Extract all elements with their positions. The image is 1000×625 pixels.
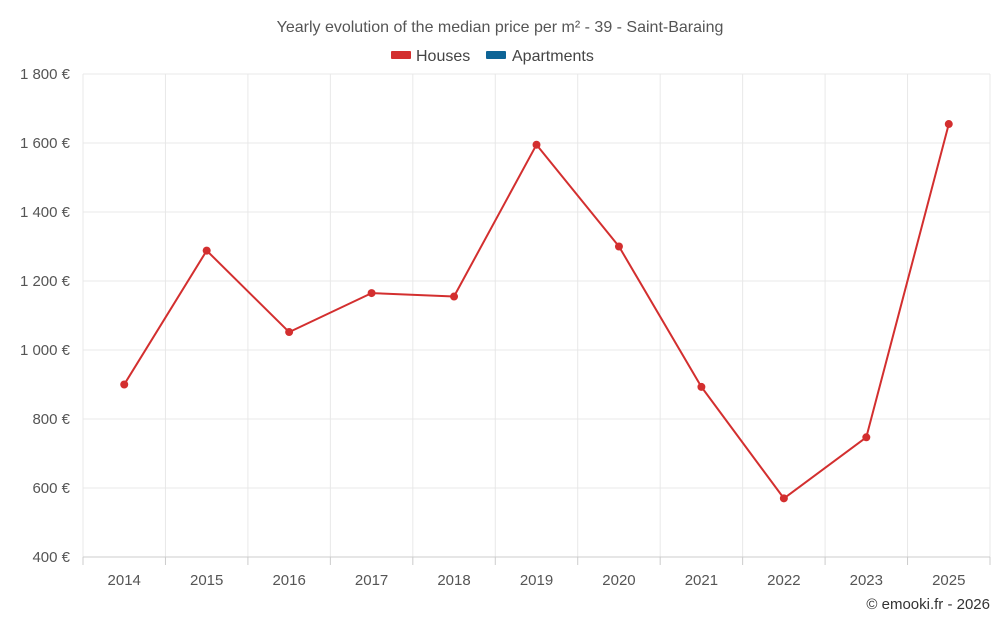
y-axis-ticks: 400 € 600 € 800 € 1 000 € 1 200 € 1 400 € 1 60… [20, 66, 71, 566]
x-tick-label: 2014 [108, 572, 141, 589]
legend-label-apartments: Apartments [512, 48, 594, 65]
x-tick-label: 2015 [190, 572, 223, 589]
x-axis-ticks: 2014 2015 2016 2017 2018 2019 2020 2021 2022 2023… [108, 572, 966, 589]
data-point-houses-2017[interactable] [367, 289, 376, 298]
x-tick-label: 2020 [602, 572, 635, 589]
x-tick-label: 2023 [850, 572, 883, 589]
x-tick-label: 2022 [767, 572, 800, 589]
data-point-houses-2018[interactable] [450, 292, 459, 301]
credit-text: © emooki.fr - 2026 [866, 596, 990, 613]
y-tick-label: 1 600 € [20, 135, 71, 152]
x-tick-label: 2017 [355, 572, 388, 589]
x-tick-label: 2018 [437, 572, 470, 589]
data-point-houses-2014[interactable] [120, 380, 129, 389]
x-tick-label: 2021 [685, 572, 718, 589]
data-point-houses-2016[interactable] [285, 328, 294, 337]
y-tick-label: 600 € [32, 480, 70, 497]
legend: Houses Apartments [391, 48, 594, 65]
legend-swatch-houses [391, 51, 411, 59]
data-point-houses-2023[interactable] [862, 433, 871, 442]
data-point-houses-2021[interactable] [697, 382, 706, 391]
y-tick-label: 800 € [32, 411, 70, 428]
x-tick-label: 2016 [272, 572, 305, 589]
chart-title: Yearly evolution of the median price per… [277, 19, 724, 36]
series-points-houses [120, 120, 953, 503]
y-tick-label: 1 000 € [20, 342, 71, 359]
y-tick-label: 1 800 € [20, 66, 71, 83]
data-point-houses-2025[interactable] [944, 120, 953, 129]
y-gridlines [83, 73, 990, 489]
y-tick-label: 400 € [32, 549, 70, 566]
data-point-houses-2019[interactable] [532, 140, 541, 149]
x-tick-label: 2025 [932, 572, 965, 589]
data-point-houses-2022[interactable] [779, 494, 788, 503]
y-tick-label: 1 400 € [20, 204, 71, 221]
x-tick-label: 2019 [520, 572, 553, 589]
legend-label-houses: Houses [416, 48, 470, 65]
y-tick-label: 1 200 € [20, 273, 71, 290]
data-point-houses-2020[interactable] [614, 242, 623, 251]
data-point-houses-2015[interactable] [202, 246, 211, 255]
legend-swatch-apartments [486, 51, 506, 59]
legend-item-houses[interactable]: Houses [391, 48, 470, 65]
legend-item-apartments[interactable]: Apartments [486, 48, 594, 65]
